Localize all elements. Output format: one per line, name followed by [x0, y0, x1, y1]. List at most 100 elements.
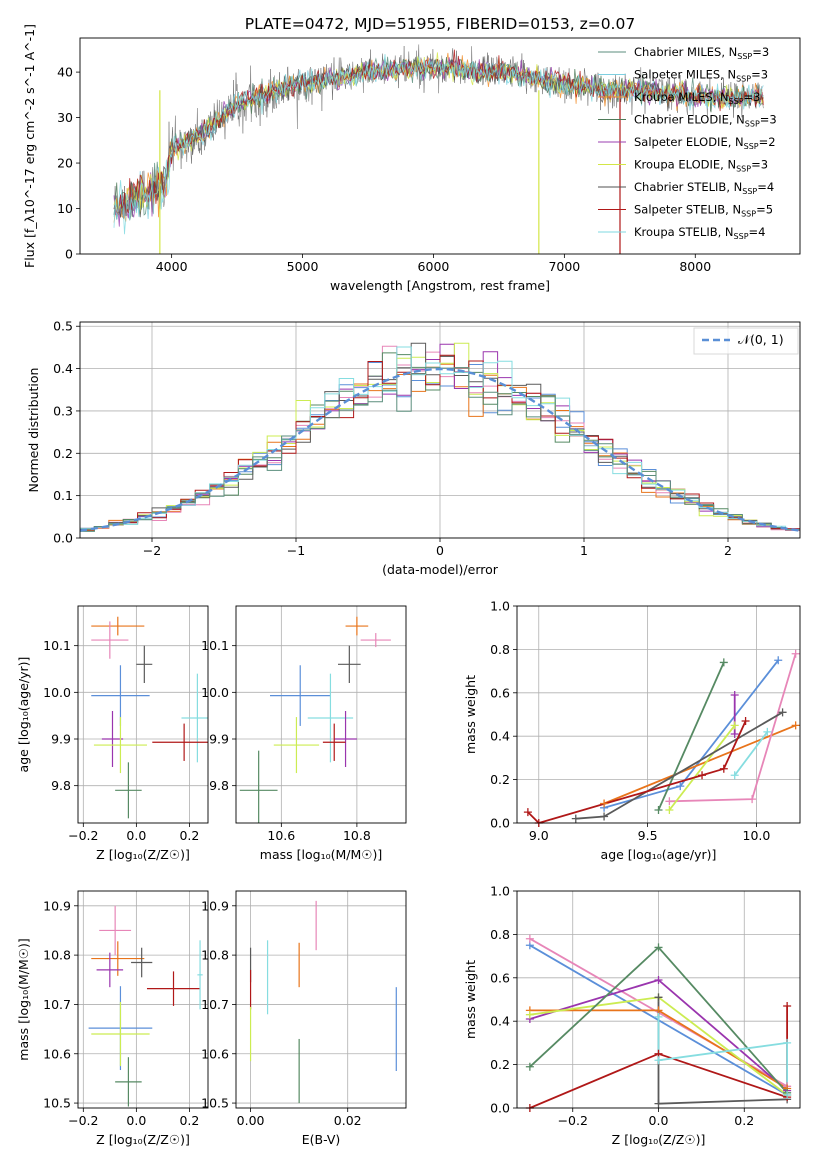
x-tick-label: −1: [287, 543, 305, 558]
y-axis-label: age [log₁₀(age/yr)]: [16, 657, 31, 773]
y-tick-label: 0.0: [53, 531, 73, 546]
y-tick-label: 10.8: [43, 948, 71, 963]
y-tick-label: 10.1: [43, 638, 71, 653]
legend-label: Chabrier ELODIE, NSSP=3: [634, 113, 777, 129]
weight-marker: [525, 1010, 534, 1019]
weight-marker: [654, 993, 663, 1002]
y-tick-label: 0.6: [490, 685, 510, 700]
plot-area-residuals: [80, 322, 800, 538]
model-spectrum-line: [113, 56, 764, 220]
y-tick-label: 0.0: [490, 1101, 510, 1116]
x-tick-label: −2: [143, 543, 161, 558]
x-tick-label: 2: [724, 543, 732, 558]
weight-marker: [783, 1038, 792, 1047]
plot-area-weight_age: [517, 606, 800, 823]
x-tick-label: 0.00: [237, 1113, 265, 1128]
axes-frame: [77, 890, 209, 1109]
y-tick-label: 40: [57, 65, 73, 80]
x-tick-label: 10.0: [743, 828, 771, 843]
axes-frame: [77, 605, 209, 824]
legend-label: Chabrier MILES, NSSP=3: [634, 45, 769, 61]
y-tick-label: 10.8: [201, 948, 229, 963]
y-tick-label: 1.0: [490, 599, 510, 614]
weight-marker: [730, 730, 739, 739]
legend-label: Salpeter ELODIE, NSSP=2: [634, 135, 776, 151]
legend-label: Chabrier STELIB, NSSP=4: [634, 180, 774, 196]
y-tick-label: 0: [65, 247, 73, 262]
x-tick-label: −0.2: [558, 1113, 588, 1128]
weight-marker: [676, 782, 685, 791]
axes-frame: [235, 890, 407, 1109]
x-tick-label: 8000: [679, 259, 711, 274]
y-axis-label: mass weight: [463, 960, 478, 1039]
weight-marker: [730, 771, 739, 780]
legend-label: Kroupa ELODIE, NSSP=3: [634, 158, 768, 174]
x-tick-label: 4000: [156, 259, 188, 274]
weight-line: [668, 724, 736, 811]
y-tick-label: 10.0: [43, 685, 71, 700]
x-tick-label: 0.02: [334, 1113, 362, 1128]
x-tick-label: 0.2: [179, 828, 199, 843]
y-tick-label: 0.2: [490, 772, 510, 787]
axes-mass_Z: −0.2 0.0 0.2 10.5 10.6 10.7 10.8 10.9 Z [log₁₀(Z…: [16, 890, 209, 1147]
weight-marker: [654, 805, 663, 814]
weight-marker: [730, 690, 739, 699]
axes-spectrum: 4000 5000 6000 7000 8000 0 10 20 30 40 wavelength …: [22, 24, 801, 293]
y-tick-label: 0.3: [53, 403, 73, 418]
weight-marker: [525, 1062, 534, 1071]
y-tick-label: 0.4: [490, 1014, 510, 1029]
axes-frame: [79, 321, 801, 539]
x-tick-label: 0.0: [126, 1113, 146, 1128]
y-tick-label: 10.5: [43, 1096, 71, 1111]
weight-marker: [654, 1056, 663, 1065]
legend-label: Salpeter STELIB, NSSP=5: [634, 203, 773, 219]
plot-area-mass_Z: [78, 891, 208, 1108]
x-tick-label: 9.5: [638, 828, 658, 843]
legend-label: Salpeter MILES, NSSP=3: [634, 68, 768, 84]
y-tick-label: 0.6: [490, 970, 510, 985]
x-axis-label: age [log₁₀(age/yr)]: [601, 847, 717, 862]
axes-frame: [235, 605, 407, 824]
y-tick-label: 10.0: [201, 685, 229, 700]
y-tick-label: 10.9: [43, 898, 71, 913]
y-tick-label: 0.8: [490, 927, 510, 942]
x-axis-label: Z [log₁₀(Z/Z☉)]: [96, 847, 190, 862]
weight-marker: [600, 812, 609, 821]
x-tick-label: 6000: [418, 259, 450, 274]
y-tick-label: 9.8: [51, 778, 71, 793]
y-tick-label: 9.9: [51, 732, 71, 747]
weight-marker: [791, 649, 800, 658]
weight-marker: [719, 658, 728, 667]
y-tick-label: 0.5: [53, 319, 73, 334]
x-tick-label: 0.2: [179, 1113, 199, 1128]
x-tick-label: 0.0: [649, 1113, 669, 1128]
y-axis-label: Flux [f_λ10^-17 erg cm^-2 s^-1 A^-1]: [22, 24, 37, 268]
weight-marker: [783, 1002, 792, 1011]
x-axis-label: Z [log₁₀(Z/Z☉)]: [612, 1132, 706, 1147]
x-axis-label: mass [log₁₀(M/M☉)]: [260, 847, 382, 862]
x-tick-label: 5000: [287, 259, 319, 274]
weight-marker: [571, 814, 580, 823]
y-tick-label: 10: [57, 201, 73, 216]
plot-area-age_mass: [236, 606, 406, 823]
y-tick-label: 0.2: [490, 1057, 510, 1072]
weight-marker: [525, 934, 534, 943]
y-tick-label: 10.1: [201, 638, 229, 653]
legend-label: 𝒩(0, 1): [738, 332, 784, 347]
weight-marker: [665, 805, 674, 814]
y-tick-label: 1.0: [490, 884, 510, 899]
y-tick-label: 30: [57, 110, 73, 125]
y-tick-label: 0.2: [53, 446, 73, 461]
weight-marker: [748, 795, 757, 804]
y-tick-label: 10.6: [43, 1046, 71, 1061]
x-axis-label: (data-model)/error: [382, 562, 499, 577]
x-axis-label: E(B-V): [302, 1132, 341, 1147]
x-axis-label: Z [log₁₀(Z/Z☉)]: [96, 1132, 190, 1147]
y-axis-label: mass [log₁₀(M/M☉)]: [16, 938, 31, 1060]
model-spectrum-line: [113, 54, 764, 235]
axes-residuals: −2 −1 0 1 2 0.0 0.1 0.2 0.3 0.4 0.5 (data-model)/er…: [26, 319, 801, 577]
y-tick-label: 10.9: [201, 898, 229, 913]
axes-mass_ebv: 0.00 0.02 10.5 10.6 10.7 10.8 10.9 E(B-V): [201, 890, 407, 1147]
